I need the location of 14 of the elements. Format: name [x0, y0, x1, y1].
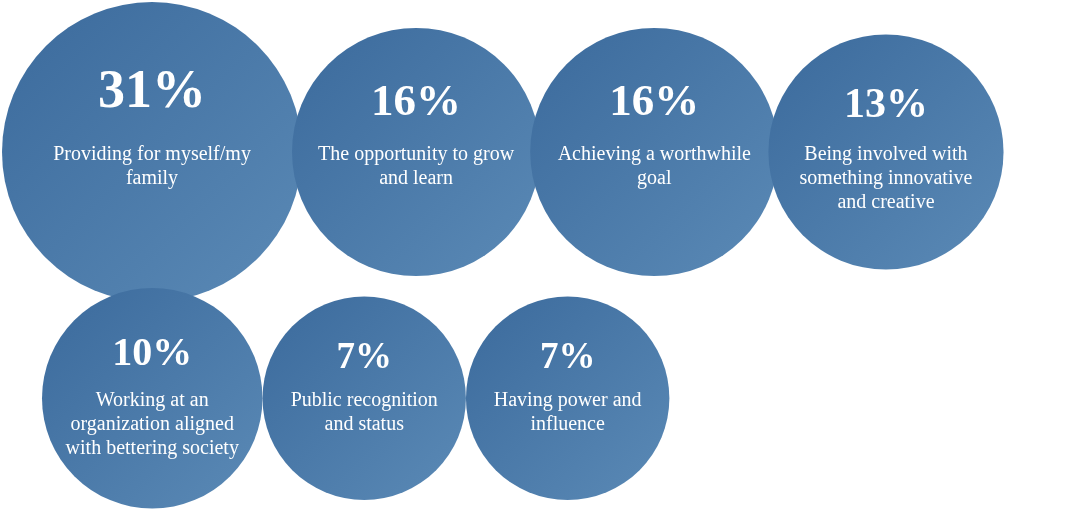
category-label: Providing for myself/my family — [53, 142, 251, 189]
data-label: 16% — [609, 74, 700, 125]
category-label: Having power and influence — [493, 388, 642, 435]
data-label: 31% — [98, 59, 206, 119]
category-label: Working at an organization aligned with bettering society — [65, 388, 239, 460]
data-label: 7% — [539, 334, 596, 376]
category-label: Public recognition and status — [290, 388, 438, 435]
category-label: Achieving a worthwhile goal — [557, 142, 752, 189]
category-label: Being involved with something innovative and creative — [799, 142, 973, 212]
category-label: The opportunity to grow and learn — [318, 142, 515, 188]
data-label: 10% — [112, 329, 193, 375]
data-label: 16% — [371, 74, 462, 125]
data-label: 13% — [843, 79, 928, 126]
data-label: 7% — [336, 334, 392, 376]
